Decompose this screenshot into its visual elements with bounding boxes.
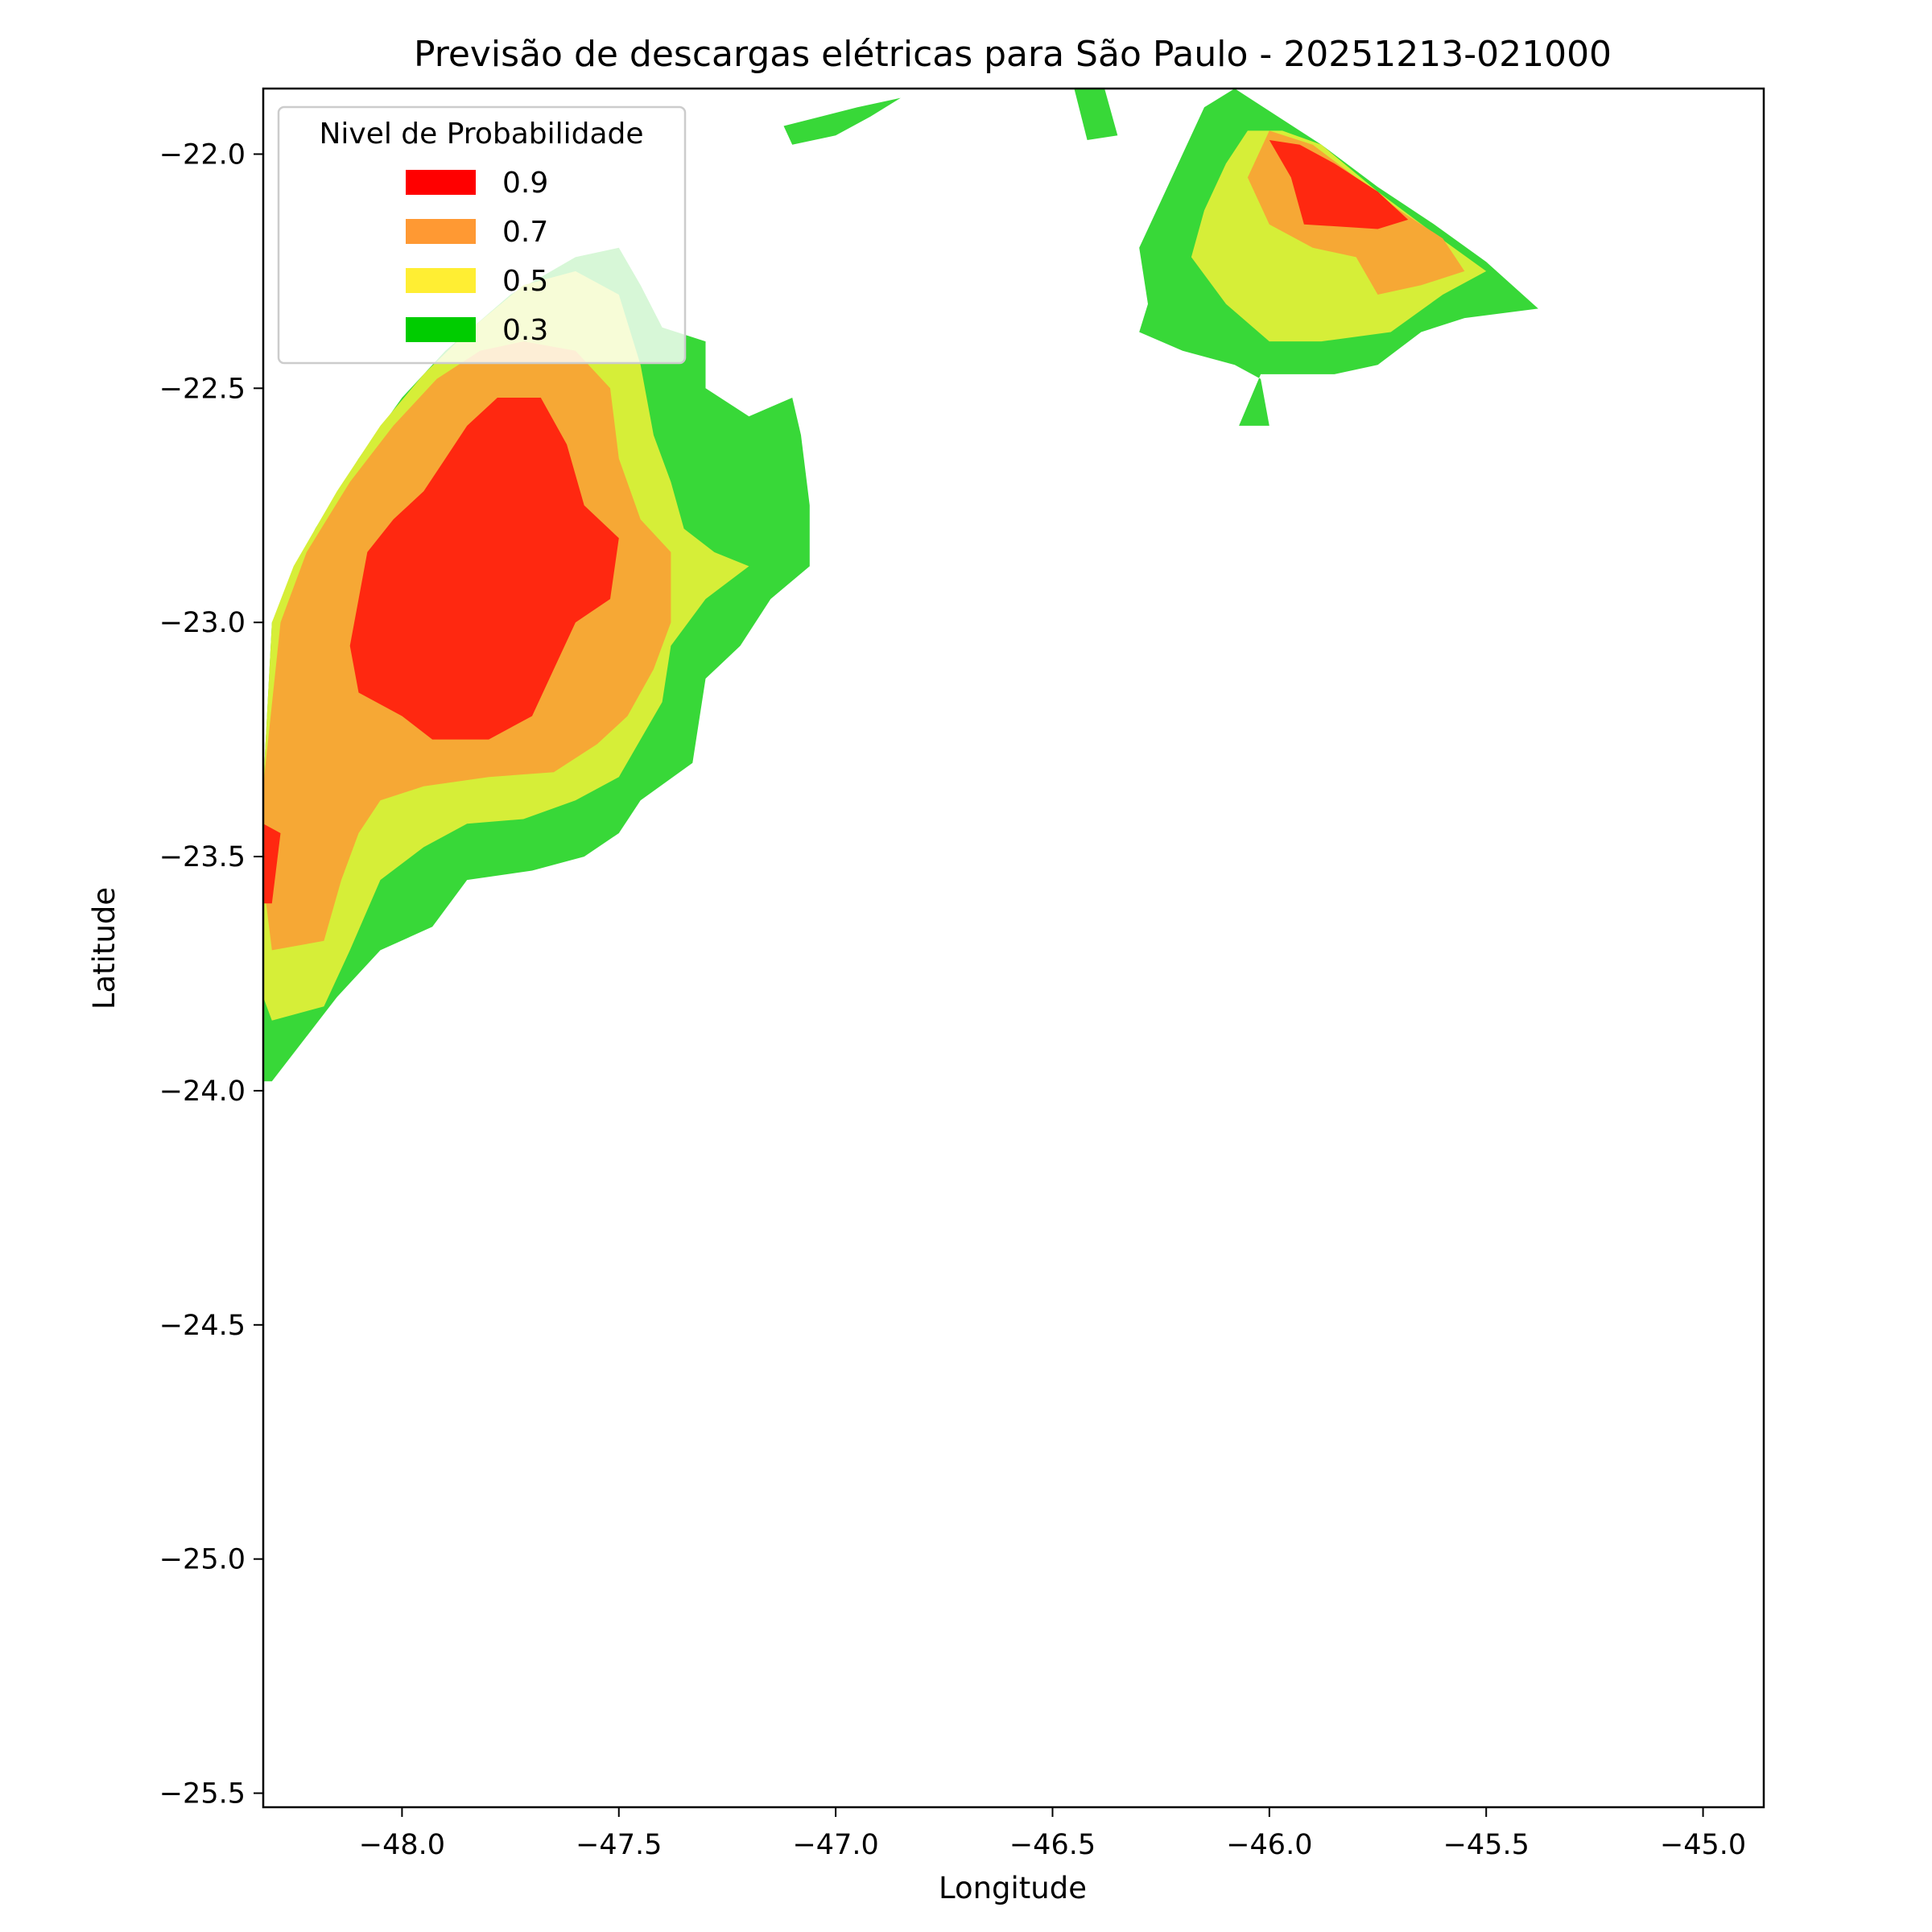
x-tick-label: −46.5: [1009, 1829, 1096, 1861]
y-axis-label: Latitude: [87, 887, 122, 1009]
x-tick-label: −47.5: [576, 1829, 662, 1861]
plot-area: [263, 89, 1538, 1082]
x-tick-label: −47.0: [792, 1829, 878, 1861]
x-axis: −48.0 −47.5 −47.0 −46.5 −46.0 −45.5 −45.0: [359, 1807, 1746, 1861]
x-axis-label: Longitude: [939, 1871, 1087, 1905]
y-tick-label: −24.5: [159, 1310, 246, 1342]
legend-label: 0.9: [502, 167, 548, 200]
plot-frame: [262, 87, 1765, 1809]
legend-swatch: [406, 219, 476, 244]
legend-label: 0.5: [502, 265, 548, 298]
legend-swatch: [406, 170, 476, 195]
y-tick-label: −24.0: [159, 1075, 246, 1108]
chart-title: Previsão de descargas elétricas para São…: [414, 34, 1612, 75]
legend: Nivel de Probabilidade 0.9 0.7 0.5 0.3: [277, 105, 687, 365]
y-tick-label: −23.5: [159, 841, 246, 873]
y-tick-label: −25.5: [159, 1778, 246, 1810]
legend-swatch: [406, 268, 476, 293]
x-tick-label: −48.0: [359, 1829, 445, 1861]
legend-label: 0.3: [502, 314, 548, 347]
legend-box: [277, 105, 687, 365]
legend-label: 0.7: [502, 216, 548, 249]
y-tick-label: −23.0: [159, 607, 246, 639]
northern-fragment-level-0-3: [783, 97, 901, 145]
northeastern-cell-level-0-9: [1269, 140, 1409, 229]
y-tick-label: −22.5: [159, 373, 246, 405]
x-tick-label: −46.0: [1226, 1829, 1312, 1861]
y-tick-label: −22.0: [159, 138, 246, 171]
x-tick-label: −45.5: [1443, 1829, 1530, 1861]
legend-entries: 0.9 0.7 0.5 0.3: [406, 167, 548, 347]
y-axis: −22.0 −22.5 −23.0 −23.5 −24.0 −24.5 −25.0 −25.5: [159, 138, 263, 1810]
west-edge-spot-level-0-9: [263, 824, 281, 904]
legend-swatch: [406, 317, 476, 342]
northeastern-strip-level-0-3: [1074, 89, 1118, 140]
western-cell-level-0-9: [349, 398, 619, 740]
x-tick-label: −45.0: [1660, 1829, 1746, 1861]
legend-title: Nivel de Probabilidade: [319, 118, 643, 151]
y-tick-label: −25.0: [159, 1544, 246, 1576]
